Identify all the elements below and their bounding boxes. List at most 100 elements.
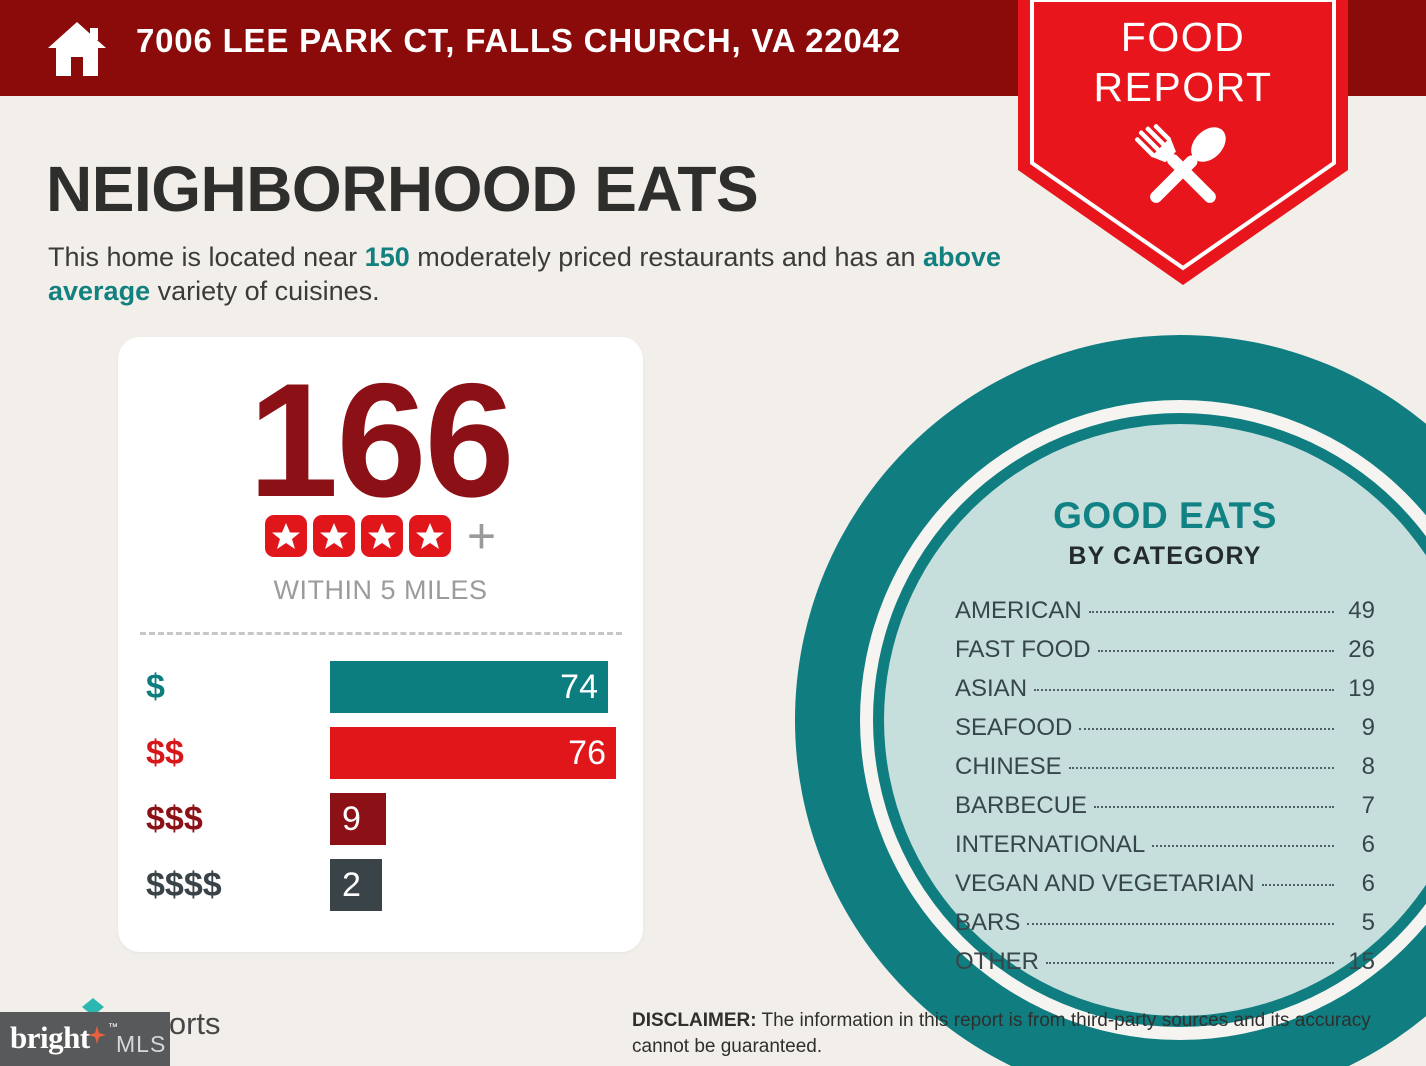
star-icon [360, 515, 403, 557]
price-level-bar-chart: $ 74 $$ 76 $$$ 9 [118, 655, 643, 919]
brightmls-logo[interactable]: bright ™ MLS [0, 1012, 170, 1066]
list-item: OTHER 15 [955, 948, 1375, 987]
subtitle-part-1: This home is located near [48, 242, 365, 272]
bar-row: $ 74 [118, 655, 643, 721]
leader-dots [1027, 923, 1334, 925]
header-address: 7006 LEE PARK CT, FALLS CHURCH, VA 22042 [136, 22, 901, 59]
category-count: 15 [1348, 948, 1375, 975]
brightmls-mls-text: MLS [116, 1031, 167, 1057]
bar-label: $$$$ [146, 866, 222, 904]
list-item: FAST FOOD 26 [955, 636, 1375, 675]
teal-circle-graphic [760, 300, 1426, 1066]
list-item: SEAFOOD 9 [955, 714, 1375, 753]
list-item: ASIAN 19 [955, 675, 1375, 714]
category-count: 19 [1348, 675, 1375, 702]
within-distance-label: WITHIN 5 MILES [273, 575, 488, 605]
bar-fill: 9 [330, 793, 386, 845]
bar-track: 9 [330, 793, 620, 845]
total-restaurants-count: 166 [248, 350, 514, 531]
star-rating: + [118, 508, 643, 564]
badge-inner-border [1030, 0, 1336, 271]
food-report-badge: FOOD REPORT [1018, 0, 1348, 290]
teal-diamond-icon [82, 998, 104, 1016]
bar-value: 9 [342, 800, 361, 838]
list-item: AMERICAN 49 [955, 597, 1375, 636]
category-name: ASIAN [955, 675, 1028, 702]
plus-icon: + [466, 508, 497, 564]
leader-dots [1079, 728, 1334, 730]
brightmls-wordmark: bright [10, 1020, 90, 1055]
bar-fill: 2 [330, 859, 382, 911]
leader-dots [1152, 845, 1334, 847]
good-eats-list: AMERICAN 49 FAST FOOD 26 ASIAN 19 SEAFOO… [955, 597, 1375, 987]
good-eats-subtitle: BY CATEGORY [1068, 542, 1262, 570]
list-item: BARBECUE 7 [955, 792, 1375, 831]
list-item: CHINESE 8 [955, 753, 1375, 792]
badge-line-1: FOOD [1120, 14, 1246, 60]
category-name: AMERICAN [955, 597, 1082, 624]
bar-label: $$ [146, 734, 184, 772]
disclaimer-label: DISCLAIMER: [632, 1010, 757, 1031]
disclaimer-text: The information in this report is from t… [632, 1010, 1371, 1057]
list-item: INTERNATIONAL 6 [955, 831, 1375, 870]
leader-dots [1094, 806, 1334, 808]
leader-dots [1046, 962, 1334, 964]
bar-value: 2 [342, 866, 361, 904]
category-count: 9 [1361, 714, 1375, 741]
category-name: VEGAN AND VEGETARIAN [955, 870, 1255, 897]
category-name: OTHER [955, 948, 1039, 975]
restaurant-stat-card: 166 + WITHIN 5 MILES $ [118, 337, 643, 952]
category-name: INTERNATIONAL [955, 831, 1146, 858]
list-item: BARS 5 [955, 909, 1375, 948]
bar-row: $$$ 9 [118, 787, 643, 853]
good-eats-title: GOOD EATS [1053, 495, 1277, 536]
page-title: NEIGHBORHOOD EATS [46, 153, 759, 225]
category-count: 26 [1348, 636, 1375, 663]
star-icon [408, 515, 451, 557]
star-icon [264, 515, 307, 557]
bar-fill: 76 [330, 727, 616, 779]
category-count: 49 [1348, 597, 1375, 624]
category-count: 6 [1361, 870, 1375, 897]
star-icon [312, 515, 355, 557]
home-icon [44, 16, 110, 82]
bar-label: $ [146, 668, 165, 706]
card-divider [140, 632, 622, 635]
category-name: CHINESE [955, 753, 1062, 780]
leader-dots [1261, 884, 1334, 886]
page-subtitle: This home is located near 150 moderately… [48, 240, 1008, 308]
category-name: BARBECUE [955, 792, 1088, 819]
badge-shape [1018, 0, 1348, 285]
list-item: VEGAN AND VEGETARIAN 6 [955, 870, 1375, 909]
bar-row: $$$$ 2 [118, 853, 643, 919]
bar-value: 74 [560, 668, 598, 706]
bar-track: 74 [330, 661, 620, 713]
disclaimer: DISCLAIMER: The information in this repo… [632, 1008, 1377, 1060]
trademark-symbol: ™ [108, 1022, 118, 1033]
category-count: 5 [1361, 909, 1375, 936]
leader-dots [1034, 689, 1334, 691]
bar-track: 76 [330, 727, 620, 779]
subtitle-part-3: variety of cuisines. [150, 276, 380, 306]
category-count: 7 [1361, 792, 1375, 819]
bar-row: $$ 76 [118, 721, 643, 787]
spark-icon [88, 1026, 106, 1044]
bar-fill: 74 [330, 661, 608, 713]
category-name: FAST FOOD [955, 636, 1091, 663]
subtitle-highlight-variety: above average [48, 242, 1002, 306]
inner-light-fill [884, 424, 1426, 1016]
category-count: 8 [1361, 753, 1375, 780]
bar-value: 76 [568, 734, 606, 772]
category-count: 6 [1361, 831, 1375, 858]
category-name: SEAFOOD [955, 714, 1073, 741]
bar-track: 2 [330, 859, 620, 911]
leader-dots [1068, 767, 1334, 769]
subtitle-highlight-count: 150 [364, 242, 410, 272]
leader-dots [1088, 611, 1334, 613]
bar-label: $$$ [146, 800, 203, 838]
good-eats-panel: GOOD EATS BY CATEGORY AMERICAN 49 FAST F… [955, 495, 1375, 987]
subtitle-part-2: moderately priced restaurants and has an [409, 242, 924, 272]
leader-dots [1097, 650, 1334, 652]
category-name: BARS [955, 909, 1021, 936]
